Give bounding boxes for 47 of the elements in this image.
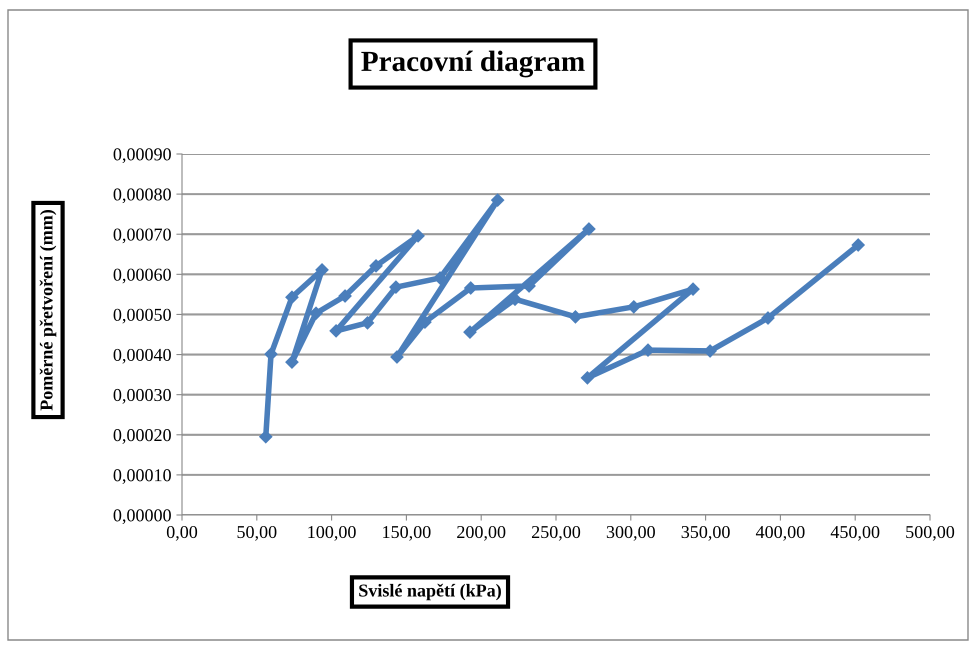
y-tick-label: 0,00050 [114, 308, 171, 324]
y-tick-label: 0,00080 [114, 188, 171, 204]
point [411, 229, 425, 242]
x-tick-label: 450,00 [830, 526, 880, 541]
y-axis-title: Poměrné přetvoření (mm) [40, 210, 56, 410]
point [285, 356, 299, 369]
point [686, 282, 700, 296]
x-tick-label: 400,00 [756, 526, 805, 541]
point [338, 289, 352, 303]
point [330, 324, 343, 338]
x-tick-label: 50,00 [238, 526, 276, 541]
point [582, 222, 596, 236]
point [704, 344, 717, 358]
x-tick-label: 300,00 [606, 526, 655, 541]
point [580, 371, 594, 384]
point [463, 326, 477, 339]
y-tick-label: 0,00030 [114, 388, 171, 404]
x-tick-label: 250,00 [532, 526, 580, 541]
x-tick-label: 150,00 [383, 526, 431, 541]
point [315, 263, 329, 277]
point [852, 238, 865, 252]
y-tick-label: 0,00090 [114, 148, 171, 164]
point [259, 430, 272, 444]
point [389, 280, 403, 294]
y-tick-label: 0,00060 [114, 268, 171, 284]
point [568, 310, 582, 324]
x-axis-title: Svislé napětí (kPa) [359, 584, 501, 600]
point [433, 271, 447, 285]
y-tick-label: 0,00040 [114, 348, 171, 364]
point [309, 306, 323, 320]
point [491, 194, 504, 207]
point [360, 316, 374, 330]
x-tick-label: 200,00 [457, 526, 506, 541]
y-tick-label: 0,00020 [114, 429, 171, 444]
point [390, 350, 404, 364]
x-tick-label: 500,00 [906, 526, 954, 541]
y-tick-label: 0,00070 [114, 228, 171, 244]
point [761, 311, 775, 325]
point [369, 259, 383, 272]
point [285, 290, 299, 304]
y-tick-label: 0,00010 [114, 469, 171, 484]
chart-title: Pracovní diagram [361, 50, 585, 78]
point [627, 300, 640, 314]
x-tick-label: 0,00 [166, 526, 198, 541]
x-tick-label: 100,00 [308, 526, 356, 541]
x-tick-label: 350,00 [682, 526, 730, 541]
y-tick-label: 0,00000 [114, 509, 171, 524]
